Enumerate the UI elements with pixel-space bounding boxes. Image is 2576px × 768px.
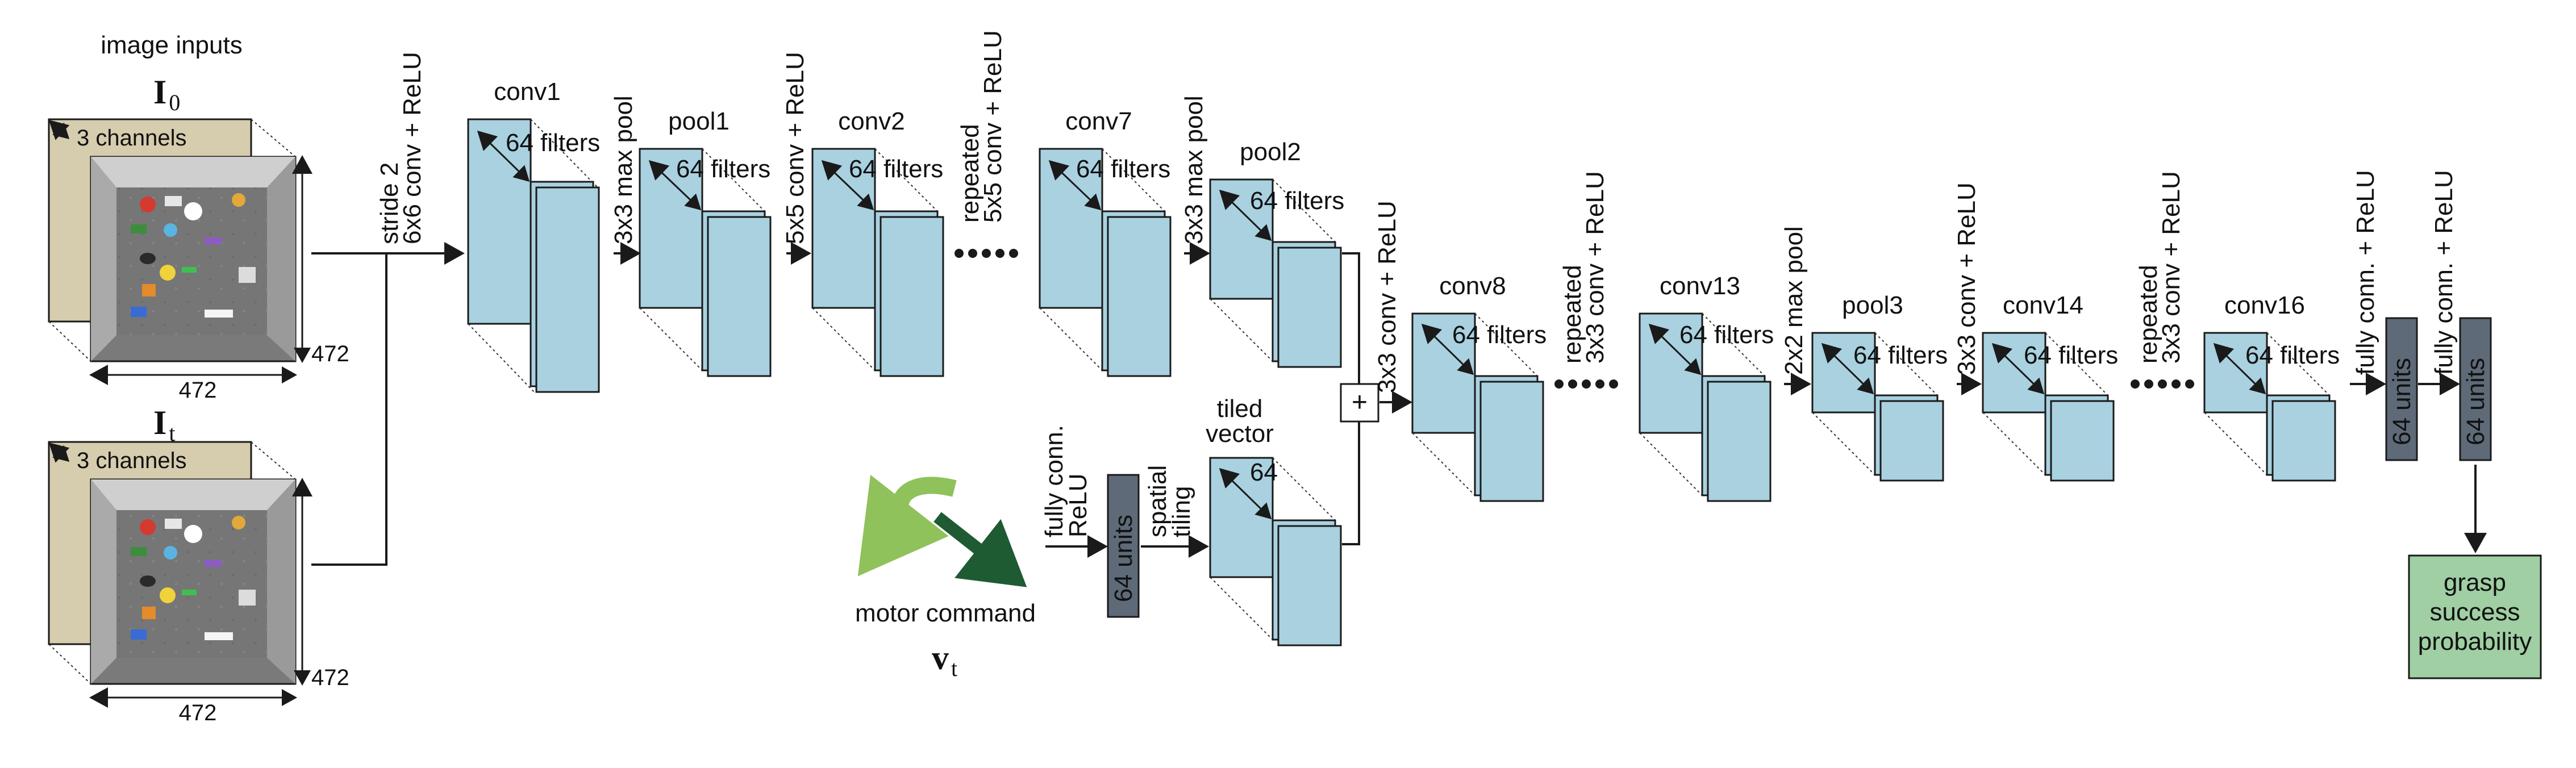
pool1-filters: 64 filters (676, 155, 770, 183)
motor-rotation-icon (857, 474, 957, 577)
output-line-3: probability (2418, 628, 2532, 656)
fc2-units-label: 64 units (2462, 358, 2490, 445)
layer-tiled-vector: tiled vector 64 (1206, 395, 1342, 646)
conv1-filters: 64 filters (506, 129, 600, 157)
motor-arrow-icon (933, 512, 1027, 587)
fc1-units: 64 units (2385, 317, 2418, 461)
op-conv5x5-rep-label: 5x5 conv + ReLU (979, 30, 1007, 223)
layer-conv2: conv2 64 filters (811, 107, 944, 377)
repeat-dots-3 (2131, 379, 2194, 389)
i0-channels-label: 3 channels (77, 126, 186, 151)
op-conv3x3-rep-label-2: 3x3 conv + ReLU (2157, 171, 2185, 364)
op-fc-motor-label-1: fully conn. (1040, 425, 1068, 537)
output-box: grasp success probability (2408, 554, 2542, 679)
it-height-label: 472 (311, 665, 349, 690)
i0-width-label: 472 (179, 378, 217, 403)
op-repeated-2-label: repeated (1558, 265, 1586, 364)
sum-node: + (1340, 383, 1379, 423)
layer-pool3: pool3 64 filters (1811, 291, 1948, 482)
it-connector (311, 253, 387, 566)
motor-fc-units-label: 64 units (1110, 515, 1137, 602)
op-maxpool-2-label: 3x3 max pool (1180, 95, 1208, 244)
conv1-title: conv1 (494, 78, 560, 106)
op-conv3x3-label-2: 3x3 conv + ReLU (1953, 182, 1981, 375)
output-line-2: success (2430, 598, 2520, 626)
op-fc-label-1: fully conn. + ReLU (2352, 170, 2379, 375)
op-maxpool-1-label: 3x3 max pool (610, 95, 637, 244)
op-fc-motor-label-2: ReLU (1064, 474, 1092, 538)
image-it (90, 478, 297, 685)
op-conv6x6-label: 6x6 conv + ReLU (398, 52, 426, 244)
conv16-title: conv16 (2224, 291, 2305, 319)
motor-command-label: motor command (855, 599, 1036, 627)
op-conv3x3-label-1: 3x3 conv + ReLU (1373, 201, 1401, 393)
image-i0 (90, 156, 297, 362)
op-tiling-label-1: spatial (1144, 465, 1172, 537)
image-inputs-title: image inputs (101, 31, 242, 59)
op-maxpool2x2-label: 2x2 max pool (1780, 226, 1808, 375)
pool2-to-sum (1342, 252, 1360, 401)
conv2-filters: 64 filters (849, 155, 943, 183)
tiled-vector-title-1: tiled (1217, 395, 1263, 423)
tiled-vector-count: 64 (1250, 458, 1278, 486)
conv8-title: conv8 (1439, 272, 1506, 300)
op-tiling-label-2: tiling (1168, 486, 1195, 538)
conv16-filters: 64 filters (2245, 341, 2340, 369)
op-repeated-3-label: repeated (2135, 265, 2162, 364)
conv14-filters: 64 filters (2024, 341, 2118, 369)
layer-conv8: conv8 64 filters (1411, 272, 1547, 502)
repeat-dots-1 (954, 249, 1018, 258)
conv2-title: conv2 (838, 107, 904, 135)
tiled-vector-title-2: vector (1206, 420, 1274, 448)
op-conv5x5-label: 5x5 conv + ReLU (781, 52, 809, 244)
op-conv3x3-rep-label-1: 3x3 conv + ReLU (1581, 171, 1609, 364)
image-it-stack: 3 channels 472 472 (48, 441, 349, 725)
i0-height-label: 472 (311, 341, 349, 366)
sum-symbol: + (1352, 387, 1368, 418)
pool2-filters: 64 filters (1250, 187, 1344, 215)
pool1-title: pool1 (668, 107, 730, 135)
fc1-units-label: 64 units (2388, 358, 2416, 445)
image-i0-stack: 3 channels 472 472 (48, 118, 349, 403)
conv7-title: conv7 (1065, 107, 1132, 135)
tiled-to-sum (1342, 420, 1360, 545)
layer-conv7: conv7 64 filters (1039, 107, 1172, 377)
op-repeated-1-label: repeated (956, 124, 984, 223)
conv7-filters: 64 filters (1076, 155, 1170, 183)
layer-pool1: pool1 64 filters (639, 107, 772, 377)
conv13-filters: 64 filters (1679, 321, 1774, 349)
output-line-1: grasp (2444, 569, 2506, 596)
it-width-label: 472 (179, 700, 217, 725)
op-stride-label: stride 2 (376, 162, 403, 244)
layer-conv14: conv14 64 filters (1982, 291, 2118, 482)
pool2-title: pool2 (1240, 138, 1301, 166)
conv13-title: conv13 (1660, 272, 1740, 300)
conv14-title: conv14 (2003, 291, 2083, 319)
repeat-dots-2 (1554, 379, 1618, 389)
op-fc-label-2: fully conn. + ReLU (2430, 170, 2458, 375)
motor-fc-units: 64 units (1107, 474, 1140, 618)
pool3-filters: 64 filters (1853, 341, 1948, 369)
it-channels-label: 3 channels (77, 448, 186, 473)
layer-conv13: conv13 64 filters (1639, 272, 1774, 502)
layer-pool2: pool2 64 filters (1209, 138, 1344, 368)
fc2-units: 64 units (2459, 317, 2492, 461)
conv8-filters: 64 filters (1452, 321, 1547, 349)
layer-conv16: conv16 64 filters (2203, 291, 2340, 482)
pool3-title: pool3 (1842, 291, 1903, 319)
layer-conv1: conv1 64 filters (467, 78, 600, 393)
